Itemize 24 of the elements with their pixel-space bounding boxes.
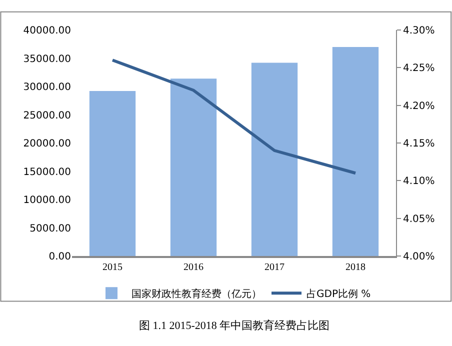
- y-tick-label: 10000.00: [23, 195, 71, 206]
- legend-label: 国家财政性教育经费（亿元）: [132, 288, 262, 300]
- y-tick-label: 0.00: [48, 252, 71, 262]
- y2-tick-label: 4.10%: [403, 176, 435, 188]
- x-tick-label: 2017: [264, 262, 284, 273]
- y2-tick-label: 4.00%: [403, 252, 435, 262]
- y2-tick-label: 4.05%: [403, 214, 435, 225]
- line-series: [111, 58, 357, 175]
- y-tick-label: 5000.00: [30, 223, 71, 234]
- y-tick-label: 25000.00: [23, 110, 71, 122]
- y-tick-label: 20000.00: [23, 138, 71, 150]
- y2-tick-label: 4.20%: [403, 100, 435, 112]
- y2-tick-label: 4.25%: [403, 63, 435, 74]
- legend-label: 占GDP比例 %: [306, 288, 371, 300]
- y2-tick-label: 4.15%: [403, 138, 435, 150]
- y-tick-label: 35000.00: [23, 54, 71, 65]
- x-tick-label: 2018: [346, 262, 366, 273]
- caption: 图 1.1 2015-2018 年中国教育经费占比图: [139, 319, 330, 332]
- y2-tick-label: 4.30%: [403, 26, 435, 36]
- y-tick-label: 30000.00: [23, 82, 71, 93]
- y-tick-label: 15000.00: [23, 166, 71, 178]
- x-tick-label: 2016: [184, 262, 204, 273]
- x-tick-label: 2015: [102, 262, 122, 273]
- y-tick-label: 40000.00: [23, 26, 71, 36]
